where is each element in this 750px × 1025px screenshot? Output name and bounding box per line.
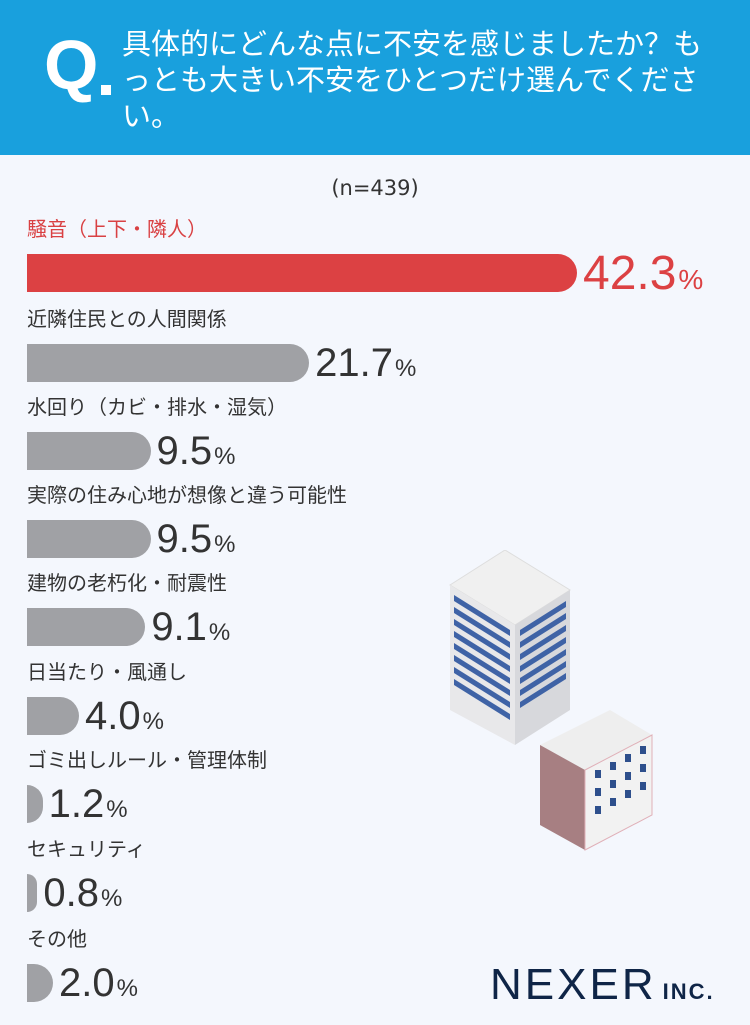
value-number: 2.0 <box>59 960 115 1005</box>
bar-row: ゴミ出しルール・管理体制 1.2% <box>27 746 747 826</box>
question-header: Q 具体的にどんな点に不安を感じましたか？もっとも大きい不安をひとつだけ選んでく… <box>0 0 750 155</box>
value-label: 4.0% <box>85 694 164 739</box>
value-label: 9.5% <box>157 517 236 562</box>
value-unit: % <box>214 530 236 558</box>
value-label: 2.0% <box>59 961 138 1006</box>
value-label: 1.2% <box>49 782 128 827</box>
value-number: 9.1 <box>151 604 207 649</box>
q-dot <box>101 85 111 95</box>
category-label: 近隣住民との人間関係 <box>27 307 227 331</box>
value-unit: % <box>116 974 138 1002</box>
bar-row: 近隣住民との人間関係 21.7% <box>27 305 747 385</box>
value-number: 21.7 <box>315 340 393 385</box>
bar-row: その他 2.0% <box>27 925 747 1005</box>
value-number: 9.5 <box>156 428 213 473</box>
value-unit: % <box>678 263 704 295</box>
category-label: 日当たり・風通し <box>27 660 187 684</box>
sample-size: (n=439) <box>331 176 419 200</box>
q-mark: Q <box>44 26 99 104</box>
bar-row: 日当たり・風通し 4.0% <box>27 658 747 738</box>
value-label: 21.7% <box>315 341 416 386</box>
value-number: 1.2 <box>48 781 105 826</box>
value-unit: % <box>208 618 231 646</box>
category-label: ゴミ出しルール・管理体制 <box>27 748 267 772</box>
bar-row: 騒音（上下・隣人） 42.3% <box>27 215 747 300</box>
value-number: 4.0 <box>85 693 141 738</box>
bar-row: セキュリティ 0.8% <box>27 835 747 915</box>
bar <box>27 344 310 382</box>
logo-suffix: INC. <box>662 979 715 1004</box>
category-label: セキュリティ <box>27 837 146 861</box>
bar <box>27 697 79 735</box>
bar <box>27 964 53 1002</box>
question-text: 具体的にどんな点に不安を感じましたか？もっとも大きい不安をひとつだけ選んでくださ… <box>122 27 703 133</box>
bar <box>27 254 577 292</box>
value-number: 0.8 <box>43 870 99 915</box>
logo-name: NEXER <box>490 960 657 1009</box>
nexer-logo: NEXER INC. <box>490 960 715 1010</box>
bar <box>27 520 151 558</box>
value-label: 9.1% <box>151 605 230 650</box>
bar <box>27 432 151 470</box>
value-label: 0.8% <box>43 871 122 916</box>
value-unit: % <box>142 707 164 735</box>
value-unit: % <box>101 884 123 912</box>
category-label: 騒音（上下・隣人） <box>27 217 207 241</box>
bar-row: 実際の住み心地が想像と違う可能性 9.5% <box>27 481 747 561</box>
category-label: 実際の住み心地が想像と違う可能性 <box>27 483 347 507</box>
value-unit: % <box>106 795 128 823</box>
bar <box>27 785 43 823</box>
category-label: その他 <box>27 927 87 951</box>
value-label: 9.5% <box>157 429 236 474</box>
bar-row: 水回り（カビ・排水・湿気） 9.5% <box>27 393 747 473</box>
value-number: 9.5 <box>156 516 213 561</box>
bar <box>27 874 38 912</box>
value-label: 42.3% <box>583 246 703 301</box>
category-label: 建物の老朽化・耐震性 <box>27 571 227 595</box>
value-unit: % <box>214 442 236 470</box>
value-unit: % <box>395 354 417 382</box>
category-label: 水回り（カビ・排水・湿気） <box>27 395 287 419</box>
value-number: 42.3 <box>583 246 677 300</box>
buildings-illustration <box>449 550 653 851</box>
bar <box>27 608 146 646</box>
bar-row: 建物の老朽化・耐震性 9.1% <box>27 569 747 649</box>
